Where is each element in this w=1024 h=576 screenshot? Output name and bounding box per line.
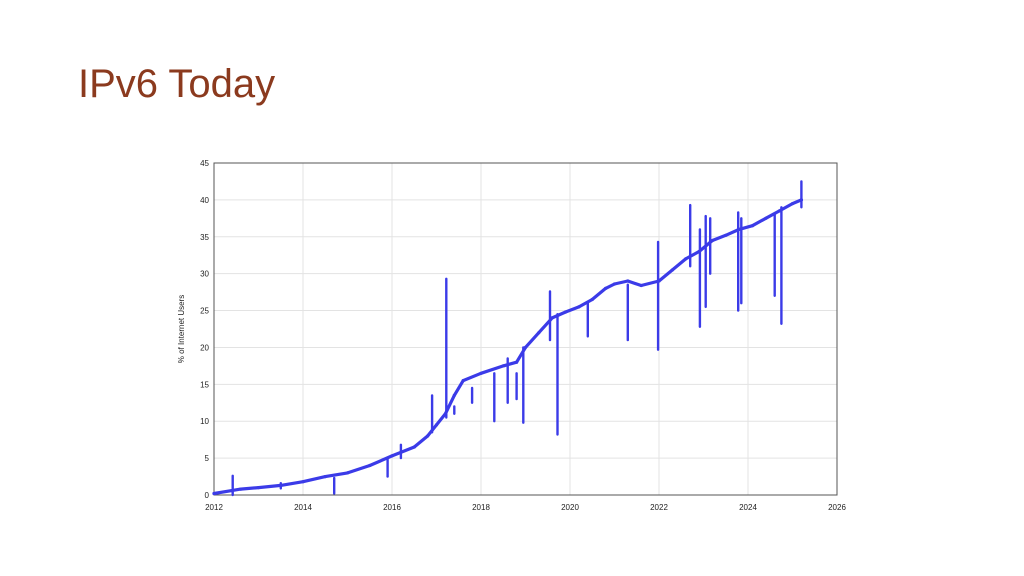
y-tick-label: 35 xyxy=(200,233,209,242)
y-tick-label: 20 xyxy=(200,343,209,352)
data-point xyxy=(412,445,416,449)
x-tick-label: 2014 xyxy=(294,503,312,512)
data-point xyxy=(390,454,394,458)
x-tick-label: 2020 xyxy=(561,503,579,512)
data-point xyxy=(515,360,519,364)
data-point xyxy=(479,371,483,375)
data-point xyxy=(564,310,568,314)
data-point xyxy=(724,233,728,237)
data-point xyxy=(345,471,350,475)
plot-frame xyxy=(213,162,838,496)
y-tick-label: 45 xyxy=(200,159,209,168)
data-point xyxy=(670,268,674,272)
data-point xyxy=(550,316,554,320)
data-point xyxy=(577,305,581,309)
data-point xyxy=(612,282,617,286)
x-tick-label: 2012 xyxy=(205,503,223,512)
y-tick-label: 40 xyxy=(200,196,209,205)
y-axis-label: % of Internet Users xyxy=(177,295,186,363)
x-tick-label: 2018 xyxy=(472,503,490,512)
data-point xyxy=(604,286,608,290)
grid xyxy=(213,162,838,496)
data-point xyxy=(750,224,755,228)
x-tick-label: 2016 xyxy=(383,503,401,512)
x-tick-label: 2024 xyxy=(739,503,757,512)
data-point xyxy=(434,423,439,427)
x-axis-ticks: 2012 2014 2016 2018 2020 2022 2024 2026 xyxy=(205,503,846,512)
data-point xyxy=(523,345,528,349)
x-tick-label: 2022 xyxy=(650,503,668,512)
y-tick-label: 15 xyxy=(200,380,209,389)
data-point xyxy=(301,480,305,484)
series-layer xyxy=(212,180,804,497)
data-point xyxy=(461,379,465,383)
data-point xyxy=(323,475,327,479)
data-point xyxy=(452,393,456,397)
data-point xyxy=(501,364,505,368)
data-point xyxy=(368,463,372,468)
data-point xyxy=(777,209,781,213)
y-tick-label: 5 xyxy=(205,454,210,463)
data-point xyxy=(537,331,541,335)
y-tick-label: 10 xyxy=(200,417,209,426)
data-point xyxy=(764,216,768,220)
ipv6-adoption-line-chart: 2012 2014 2016 2018 2020 2022 2024 2026 0 5 10 15 2… xyxy=(177,159,846,512)
y-tick-label: 30 xyxy=(200,270,209,279)
data-point xyxy=(590,297,594,302)
y-axis-ticks: 0 5 10 15 20 25 30 35 40 45 xyxy=(200,159,209,500)
data-point xyxy=(790,202,795,206)
data-point xyxy=(426,434,430,438)
data-point xyxy=(626,279,630,283)
data-point xyxy=(256,486,261,490)
data-point xyxy=(239,487,243,491)
data-point xyxy=(684,257,688,261)
data-point xyxy=(710,238,715,243)
data-point xyxy=(639,283,643,288)
y-tick-label: 25 xyxy=(200,307,209,316)
slide-title: IPv6 Today xyxy=(78,62,276,106)
x-tick-label: 2026 xyxy=(828,503,846,512)
y-tick-label: 0 xyxy=(205,491,210,500)
data-point xyxy=(212,491,216,496)
series-line xyxy=(212,198,803,496)
